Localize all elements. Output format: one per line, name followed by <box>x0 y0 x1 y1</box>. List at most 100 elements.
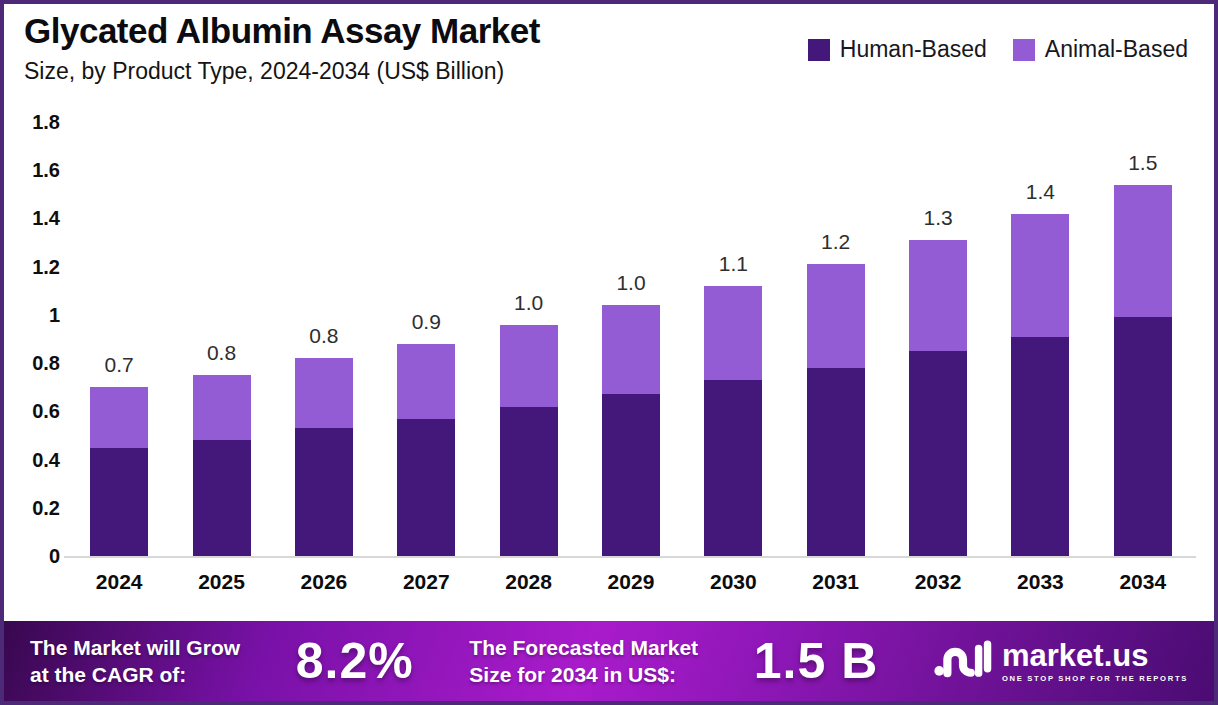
bar-total-label: 1.4 <box>1026 180 1055 204</box>
page-title: Glycated Albumin Assay Market <box>24 12 540 51</box>
legend-item-human-based: Human-Based <box>808 36 987 63</box>
bar-group-2031: 1.2 <box>785 122 887 556</box>
forecast-label-line1: The Forecasted Market <box>469 634 698 661</box>
bar-2024-animal-based <box>90 387 148 447</box>
bar-stack <box>704 286 762 556</box>
bar-2031-human-based <box>807 368 865 556</box>
cagr-label-line1: The Market will Grow <box>30 634 240 661</box>
x-tick-label-2030: 2030 <box>682 570 784 594</box>
bar-2025-animal-based <box>193 375 251 440</box>
bar-2027-human-based <box>397 419 455 556</box>
bar-2026-animal-based <box>295 358 353 428</box>
bar-total-label: 1.0 <box>514 291 543 315</box>
bar-2032-human-based <box>909 351 967 556</box>
bar-group-2027: 0.9 <box>375 122 477 556</box>
forecast-label: The Forecasted Market Size for 2034 in U… <box>469 634 698 689</box>
forecast-label-line2: Size for 2034 in US$: <box>469 661 698 688</box>
x-tick-label-2029: 2029 <box>580 570 682 594</box>
legend-label: Animal-Based <box>1045 36 1188 63</box>
bar-2026-human-based <box>295 428 353 556</box>
bar-stack <box>500 325 558 556</box>
brand-name: market.us <box>1002 640 1148 671</box>
bar-2029-animal-based <box>602 305 660 394</box>
x-axis-line <box>64 556 1196 558</box>
x-tick-label-2033: 2033 <box>989 570 1091 594</box>
market-us-logo-icon <box>934 635 992 687</box>
brand-tagline: ONE STOP SHOP FOR THE REPORTS <box>1002 674 1188 683</box>
cagr-value: 8.2% <box>296 632 414 690</box>
bar-total-label: 0.8 <box>207 341 236 365</box>
page-subtitle: Size, by Product Type, 2024-2034 (US$ Bi… <box>24 58 540 85</box>
bar-total-label: 1.1 <box>719 252 748 276</box>
bar-stack <box>397 344 455 556</box>
bar-2029-human-based <box>602 394 660 556</box>
bar-total-label: 1.3 <box>923 206 952 230</box>
x-tick-label-2028: 2028 <box>477 570 579 594</box>
bar-stack <box>1114 185 1172 556</box>
bar-group-2029: 1.0 <box>580 122 682 556</box>
y-tick-label: 0.2 <box>4 495 60 521</box>
y-tick-label: 1.4 <box>4 205 60 231</box>
bar-group-2034: 1.5 <box>1092 122 1194 556</box>
brand-logo: market.us ONE STOP SHOP FOR THE REPORTS <box>934 635 1188 687</box>
bar-stack <box>807 264 865 556</box>
bar-2025-human-based <box>193 440 251 556</box>
x-axis-labels: 2024202520262027202820292030203120322033… <box>68 570 1194 594</box>
bar-2030-animal-based <box>704 286 762 380</box>
y-axis: 1.8 1.6 1.4 1.2 1 0.8 0.6 0.4 0.2 0 <box>4 4 60 701</box>
legend-swatch-icon <box>808 39 830 61</box>
forecast-value: 1.5 B <box>754 632 879 690</box>
bar-2031-animal-based <box>807 264 865 368</box>
bar-2030-human-based <box>704 380 762 556</box>
y-tick-label: 1.8 <box>4 109 60 135</box>
x-tick-label-2024: 2024 <box>68 570 170 594</box>
chart-header: Glycated Albumin Assay Market Size, by P… <box>24 12 540 85</box>
brand-text: market.us ONE STOP SHOP FOR THE REPORTS <box>1002 640 1188 683</box>
y-tick-label: 0.8 <box>4 350 60 376</box>
bar-stack <box>90 387 148 556</box>
legend-swatch-icon <box>1013 39 1035 61</box>
y-tick-label: 1.6 <box>4 157 60 183</box>
bar-2034-animal-based <box>1114 185 1172 318</box>
x-tick-label-2034: 2034 <box>1092 570 1194 594</box>
y-tick-label: 0 <box>4 543 60 569</box>
bar-total-label: 1.0 <box>616 271 645 295</box>
bar-stack <box>909 240 967 556</box>
bar-group-2026: 0.8 <box>273 122 375 556</box>
x-tick-label-2025: 2025 <box>170 570 272 594</box>
bar-2024-human-based <box>90 448 148 557</box>
footer-banner: The Market will Grow at the CAGR of: 8.2… <box>4 621 1214 701</box>
bar-total-label: 0.8 <box>309 324 338 348</box>
cagr-label-line2: at the CAGR of: <box>30 661 240 688</box>
bar-stack <box>602 305 660 556</box>
bar-2032-animal-based <box>909 240 967 351</box>
bar-group-2028: 1.0 <box>477 122 579 556</box>
x-tick-label-2026: 2026 <box>273 570 375 594</box>
y-tick-label: 0.6 <box>4 398 60 424</box>
bar-2028-animal-based <box>500 325 558 407</box>
legend-item-animal-based: Animal-Based <box>1013 36 1188 63</box>
bar-stack <box>193 375 251 556</box>
bar-2028-human-based <box>500 407 558 556</box>
bar-2034-human-based <box>1114 317 1172 556</box>
bar-group-2024: 0.7 <box>68 122 170 556</box>
y-tick-label: 1.2 <box>4 254 60 280</box>
bar-stack <box>1011 214 1069 556</box>
bar-total-label: 1.5 <box>1128 151 1157 175</box>
bar-2027-animal-based <box>397 344 455 419</box>
y-tick-label: 1 <box>4 302 60 328</box>
bar-stack <box>295 358 353 556</box>
y-tick-label: 0.4 <box>4 447 60 473</box>
cagr-label: The Market will Grow at the CAGR of: <box>30 634 240 689</box>
bar-group-2030: 1.1 <box>682 122 784 556</box>
infographic-page: Glycated Albumin Assay Market Size, by P… <box>0 0 1218 705</box>
bar-total-label: 1.2 <box>821 230 850 254</box>
x-tick-label-2027: 2027 <box>375 570 477 594</box>
bar-total-label: 0.7 <box>105 353 134 377</box>
x-tick-label-2031: 2031 <box>785 570 887 594</box>
bar-total-label: 0.9 <box>412 310 441 334</box>
chart-legend: Human-Based Animal-Based <box>808 36 1188 63</box>
x-tick-label-2032: 2032 <box>887 570 989 594</box>
bar-group-2025: 0.8 <box>170 122 272 556</box>
legend-label: Human-Based <box>840 36 987 63</box>
